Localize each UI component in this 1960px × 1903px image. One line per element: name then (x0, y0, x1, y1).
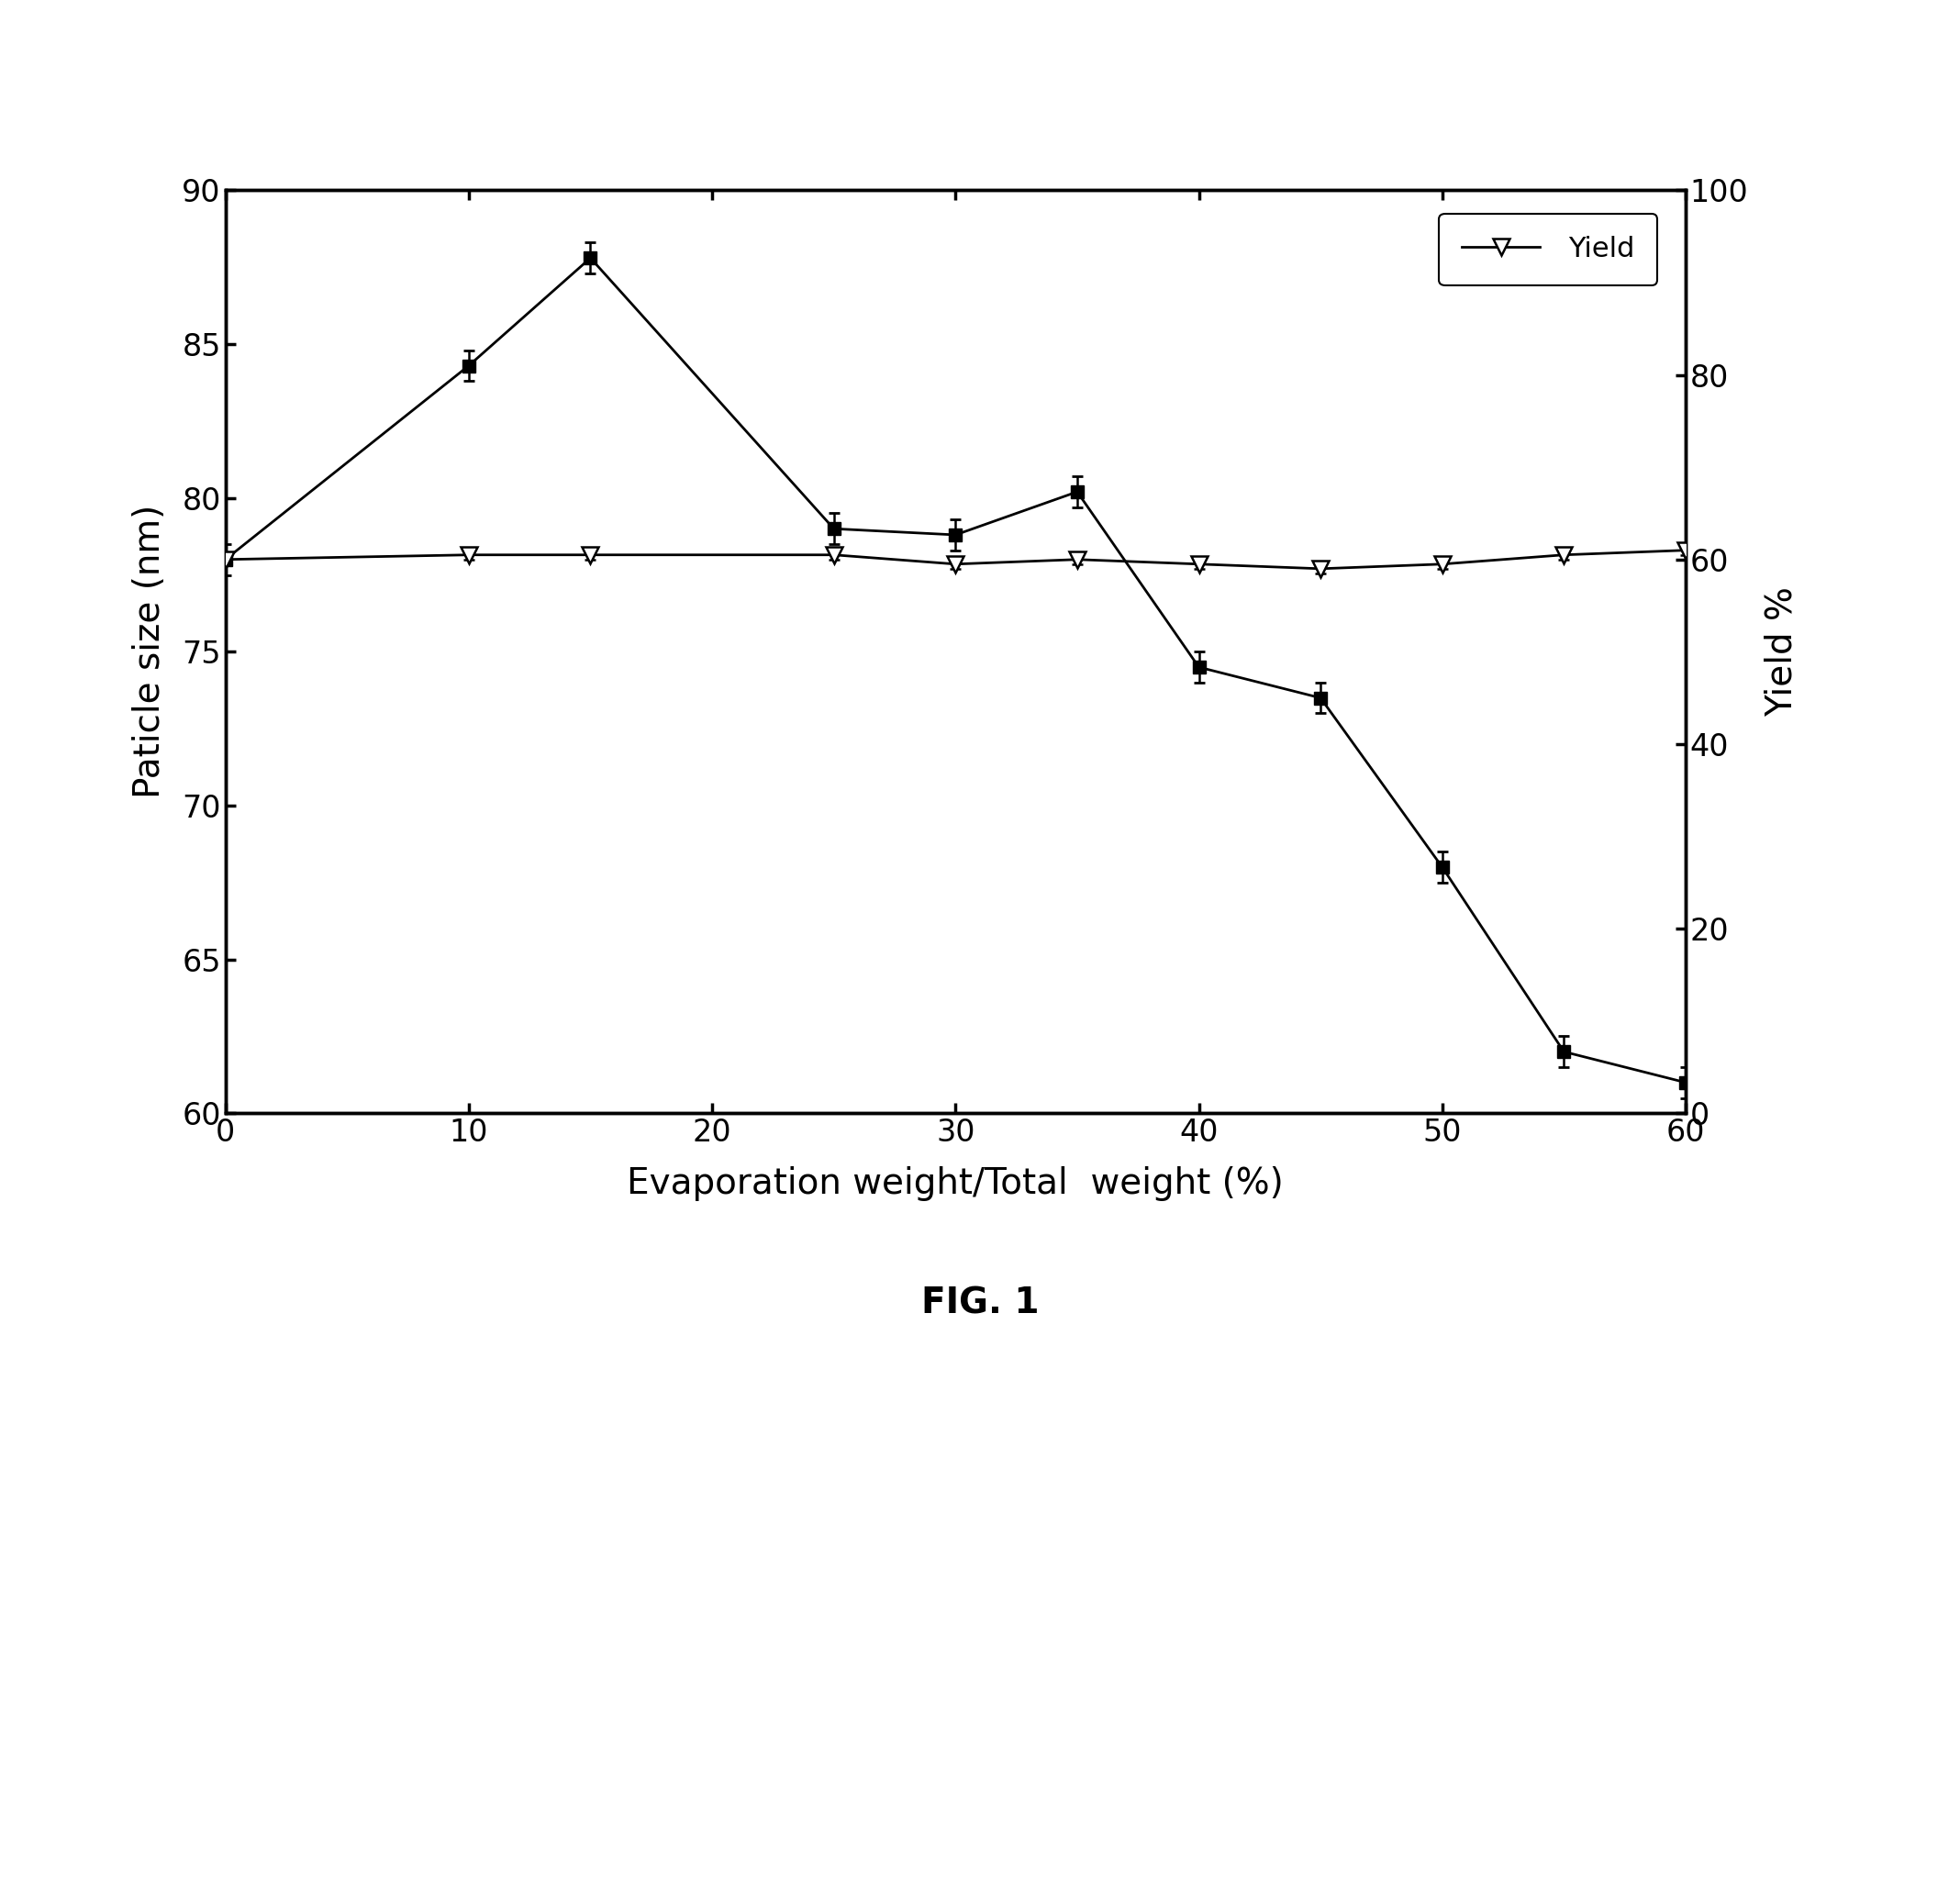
Y-axis label: Yield %: Yield % (1764, 586, 1799, 717)
Text: FIG. 1: FIG. 1 (921, 1286, 1039, 1321)
Y-axis label: Paticle size (nm): Paticle size (nm) (131, 504, 167, 799)
Legend: Yield: Yield (1439, 213, 1656, 285)
X-axis label: Evaporation weight/Total  weight (%): Evaporation weight/Total weight (%) (627, 1167, 1284, 1201)
